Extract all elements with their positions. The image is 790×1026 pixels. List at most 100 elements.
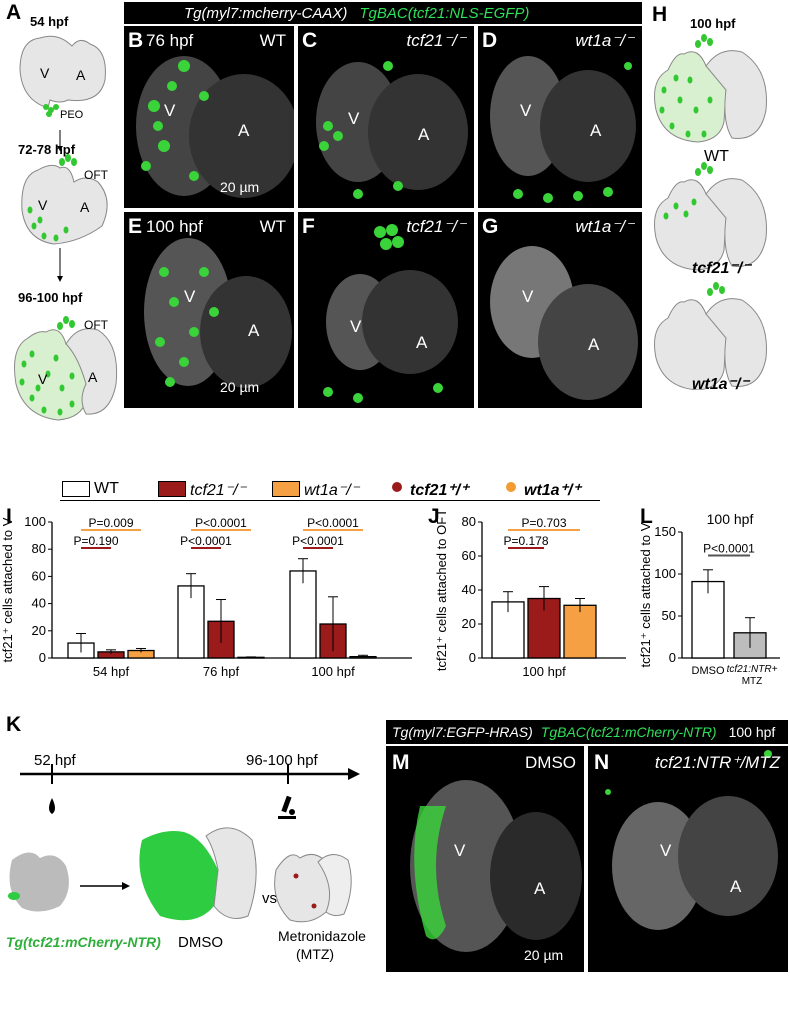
pvalue-I-4-text: P<0.0001 — [307, 516, 359, 530]
B-V: V — [164, 101, 176, 120]
y-tick-label: 20 — [462, 616, 476, 631]
G-A: A — [588, 335, 600, 354]
y-tick-label: 100 — [654, 566, 676, 581]
y-tick-label: 60 — [32, 568, 46, 583]
micrograph-G: G wt1a⁻/⁻ V A — [478, 212, 642, 408]
G-genotype: wt1a⁻/⁻ — [575, 217, 634, 236]
panelA-stage3: 96-100 hpf — [18, 290, 83, 305]
panel-label-L: L — [640, 505, 653, 528]
legend-swatch-tcf21 — [158, 481, 186, 497]
x-tick-label-mtz-1: tcf21:NTR+ — [727, 664, 778, 675]
F-V: V — [350, 317, 362, 336]
y-tick-label: 60 — [462, 548, 476, 563]
M-V: V — [454, 841, 466, 860]
label-F: F — [302, 215, 315, 238]
svg-text:PEO: PEO — [60, 109, 84, 121]
legend-label-wt1a-wt: wt1a⁺/⁺ — [524, 482, 581, 499]
N-A: A — [730, 877, 742, 896]
panel-label-K: K — [6, 713, 22, 736]
panelK-mtz2: (MTZ) — [296, 946, 335, 962]
top-header: Tg(myl7:mcherry-CAAX) TgBAC(tcf21:NLS-EG… — [124, 2, 642, 24]
micrograph-D: D wt1a⁻/⁻ V A — [478, 26, 642, 208]
chart-J: 0 20 40 60 80 tcf21⁺ cells attached to OFT 100… — [434, 509, 626, 678]
legend-label-tcf21-wt: tcf21⁺/⁺ — [410, 482, 469, 499]
pvalue-L-0-text: P<0.0001 — [703, 542, 755, 556]
micrograph-D-image — [490, 56, 636, 203]
y-tick-label: 40 — [32, 596, 46, 611]
header-left-transgene: Tg(myl7:mcherry-CAAX) — [184, 4, 348, 22]
x-tick-label-dmso: DMSO — [692, 665, 725, 677]
y-tick-label: 40 — [462, 582, 476, 597]
N-V: V — [660, 841, 672, 860]
label-B: B — [128, 29, 144, 52]
svg-text:A: A — [80, 199, 90, 215]
chart-I: 0 20 40 60 80 100 tcf21⁺ cells attached to V 54… — [0, 514, 412, 678]
label-C: C — [302, 29, 318, 52]
micrograph-G-image — [490, 246, 638, 400]
panelA-heart-diagram: V A PEO V A — [19, 35, 108, 245]
y-axis-label: tcf21⁺ cells attached to V — [638, 522, 653, 667]
label-N: N — [594, 751, 610, 774]
pvalue-J-1-text: P=0.178 — [503, 534, 548, 548]
panelK-t1: 52 hpf — [34, 752, 76, 769]
panel-label-J: J — [428, 505, 440, 528]
micrograph-B-image — [136, 56, 294, 198]
label-M: M — [392, 751, 410, 774]
B-scale: 20 µm — [220, 179, 260, 195]
legend-label-tcf21: tcf21⁻/⁻ — [190, 482, 247, 499]
y-tick-label: 0 — [469, 650, 476, 665]
y-tick-label: 80 — [462, 514, 476, 529]
x-tick-label: 100 hpf — [522, 664, 566, 678]
y-tick-label: 0 — [39, 650, 46, 665]
micrograph-E: E 100 hpf WT V A 20 µm — [124, 212, 294, 408]
label-E: E — [128, 215, 143, 238]
panelH-hearts — [654, 34, 767, 390]
x-tick-label-mtz-2: MTZ — [742, 676, 763, 687]
E-genotype: WT — [259, 217, 286, 236]
panelA-stage1: 54 hpf — [30, 14, 69, 29]
legend-swatch-wt — [62, 481, 90, 497]
y-tick-label: 100 — [24, 514, 46, 529]
bar-J-2 — [563, 604, 597, 659]
B-stage: 76 hpf — [146, 31, 194, 50]
panelK-t2: 96-100 hpf — [246, 752, 318, 769]
panelA-oft-2: OFT — [84, 318, 108, 332]
panelK-dmso: DMSO — [178, 934, 223, 951]
pvalue-I-5-text: P<0.0001 — [292, 534, 344, 548]
panelH-g1: WT — [704, 148, 729, 165]
D-V: V — [520, 101, 532, 120]
E-V: V — [184, 287, 196, 306]
legend-dot-tcf21-wt — [392, 482, 402, 492]
panelH-stage: 100 hpf — [690, 16, 736, 31]
B-genotype: WT — [259, 31, 286, 50]
panelA-arrow-2 — [57, 248, 63, 282]
F-A: A — [416, 333, 428, 352]
micrograph-C-image — [316, 61, 468, 199]
bottom-header: Tg(myl7:EGFP-HRAS) TgBAC(tcf21:mCherry-N… — [386, 720, 788, 744]
micrograph-F: F tcf21⁻/⁻ V A — [298, 212, 474, 408]
svg-text:V: V — [40, 65, 50, 81]
C-V: V — [348, 109, 360, 128]
micrograph-C: C tcf21⁻/⁻ V A — [298, 26, 474, 208]
microscope-icon — [278, 795, 296, 819]
y-tick-label: 80 — [32, 541, 46, 556]
svg-text:A: A — [76, 67, 86, 83]
x-tick-label: 54 hpf — [93, 664, 130, 678]
panelK-mtz1: Metronidazole — [278, 928, 366, 944]
legend-label-wt1a: wt1a⁻/⁻ — [304, 482, 360, 499]
legend-dot-wt1a-wt — [506, 482, 516, 492]
D-genotype: wt1a⁻/⁻ — [575, 31, 634, 50]
micrograph-E-image — [144, 238, 292, 388]
M-A: A — [534, 879, 546, 898]
M-condition: DMSO — [525, 753, 576, 772]
panelA-stage2: 72-78 hpf — [18, 142, 76, 157]
M-scale: 20 µm — [524, 947, 564, 963]
N-condition: tcf21:NTR⁺/MTZ — [654, 753, 780, 772]
legend-label-wt: WT — [94, 480, 119, 497]
pvalue-I-1-text: P=0.190 — [73, 534, 118, 548]
legend: WT tcf21⁻/⁻ wt1a⁻/⁻ tcf21⁺/⁺ wt1a⁺/⁺ — [60, 478, 600, 501]
y-tick-label: 0 — [669, 650, 676, 665]
bottom-header-left: Tg(myl7:EGFP-HRAS) — [392, 724, 533, 740]
panelK-timeline — [8, 764, 360, 923]
